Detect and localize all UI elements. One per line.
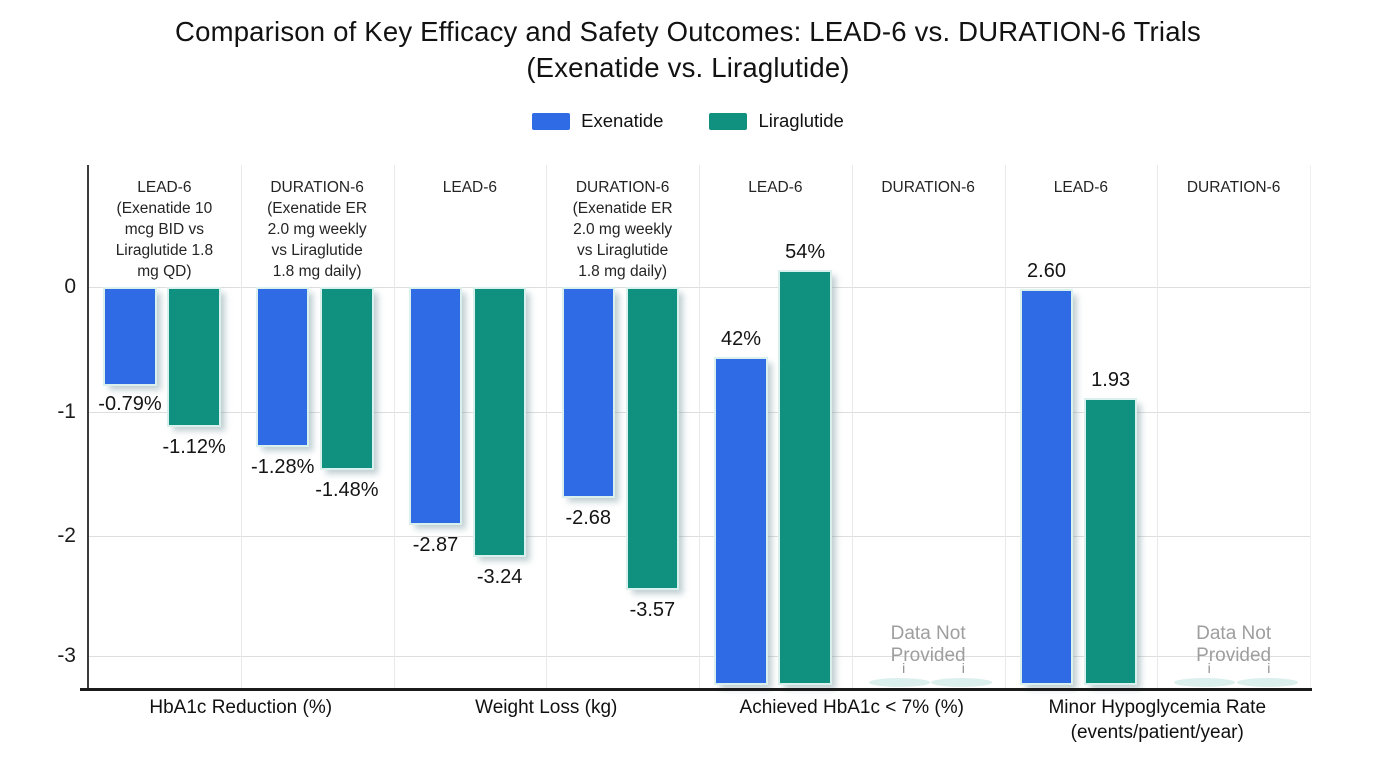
column-header: LEAD-6 xyxy=(748,179,803,196)
column-header: DURATION-6 (Exenatide ER 2.0 mg weekly v… xyxy=(572,179,673,280)
bar-slot-exenatide: -0.79% xyxy=(98,165,162,688)
faded-bar-smudge xyxy=(1174,678,1236,687)
x-label-weight: Weight Loss (kg) xyxy=(475,697,618,718)
faded-bar-smudge xyxy=(868,678,930,687)
x-label-hypoglycemia: Minor Hypoglycemia Rate (events/patient/… xyxy=(1048,697,1267,744)
liraglutide-bar xyxy=(778,270,832,685)
bar-value-label: -1.12% xyxy=(162,436,226,458)
column-separator xyxy=(1310,165,1311,688)
bar-value-label: -1.28% xyxy=(251,456,315,478)
exenatide-bar xyxy=(256,287,310,447)
liraglutide-bar xyxy=(320,287,374,470)
chart-legend: Exenatide Liraglutide xyxy=(0,110,1376,132)
no-data-marker: i xyxy=(902,660,906,676)
no-data-marker: i xyxy=(961,660,965,676)
plot-area: 0 -1 -2 -3 LEAD-6 (Exenatide 10 mcg BID … xyxy=(57,165,1312,691)
exenatide-bar xyxy=(408,287,463,525)
column-header: DURATION-6 xyxy=(1186,179,1281,196)
column-hba1c-lead6: LEAD-6 (Exenatide 10 mcg BID vs Liraglut… xyxy=(88,165,241,691)
x-label-hba1c: HbA1c Reduction (%) xyxy=(149,697,333,718)
x-label-achieved: Achieved HbA1c < 7% (%) xyxy=(739,697,964,718)
column-header: LEAD-6 xyxy=(442,179,498,196)
column-header: LEAD-6 (Exenatide 10 mcg BID vs Liraglut… xyxy=(115,179,214,280)
column-separator xyxy=(1004,165,1006,688)
bar-slot-exenatide: -1.28% xyxy=(251,165,314,688)
no-data-text: Data Not Provided xyxy=(890,623,966,667)
chart-title: Comparison of Key Efficacy and Safety Ou… xyxy=(0,14,1376,87)
column-header: DURATION-6 (Exenatide ER 2.0 mg weekly v… xyxy=(267,179,368,280)
column-separator xyxy=(1157,165,1159,688)
no-data-text: Data Not Provided xyxy=(1196,623,1272,667)
legend-item-liraglutide: Liraglutide xyxy=(709,110,844,132)
bar-slot-liraglutide: -1.12% xyxy=(162,165,226,688)
column-hypoglycemia-duration6: DURATION-6 Data Not Provided i i xyxy=(1157,165,1310,691)
liraglutide-bar xyxy=(472,287,527,557)
bar-slot-liraglutide: -1.48% xyxy=(315,165,379,688)
bar-value-label: 42% xyxy=(720,328,761,350)
column-separator xyxy=(393,165,395,688)
bar-value-label: 2.60 xyxy=(1027,260,1066,282)
liraglutide-bar xyxy=(625,287,680,590)
bar-value-label: -3.57 xyxy=(629,599,676,621)
column-separator xyxy=(240,165,242,688)
exenatide-bar xyxy=(561,287,615,498)
bar-slot-liraglutide: 1.93 xyxy=(1083,165,1138,688)
liraglutide-bar xyxy=(167,287,221,427)
bar-slot-exenatide: 42% xyxy=(714,165,768,688)
column-header: LEAD-6 xyxy=(1053,179,1109,196)
y-tick-neg2: -2 xyxy=(57,524,76,547)
faded-bar-smudge xyxy=(931,678,993,687)
no-data-marker: i xyxy=(1267,660,1271,676)
column-header: DURATION-6 xyxy=(881,179,975,196)
column-achieved-lead6: LEAD-6 42% 54% xyxy=(699,165,852,691)
y-tick-0: 0 xyxy=(64,275,76,298)
column-separator xyxy=(851,165,853,688)
bar-value-label: 54% xyxy=(785,241,826,263)
liraglutide-swatch-icon xyxy=(709,112,748,130)
legend-label-liraglutide: Liraglutide xyxy=(758,110,844,131)
bar-slot-exenatide: -2.87 xyxy=(408,165,463,688)
bar-slot-liraglutide: -3.57 xyxy=(625,165,680,688)
column-separator xyxy=(546,165,548,688)
column-separator xyxy=(699,165,700,688)
legend-item-exenatide: Exenatide xyxy=(532,110,663,132)
bar-value-label: -2.87 xyxy=(412,534,459,556)
x-axis-line xyxy=(80,688,1312,691)
column-weight-duration6: DURATION-6 (Exenatide ER 2.0 mg weekly v… xyxy=(546,165,699,691)
faded-bar-smudge xyxy=(1236,678,1298,687)
column-weight-lead6: LEAD-6 -2.87 -3.24 xyxy=(394,165,547,691)
no-data-marker: i xyxy=(1207,660,1211,676)
y-tick-neg3: -3 xyxy=(57,644,76,667)
liraglutide-bar xyxy=(1083,398,1138,685)
bar-value-label: 1.93 xyxy=(1091,369,1131,391)
bar-value-label: -1.48% xyxy=(315,479,379,501)
column-achieved-duration6: DURATION-6 Data Not Provided i i xyxy=(852,165,1005,691)
x-axis-labels: HbA1c Reduction (%) Weight Loss (kg) Ach… xyxy=(88,695,1310,745)
bar-slot-liraglutide: 54% xyxy=(778,165,832,688)
bar-slot-liraglutide: -3.24 xyxy=(472,165,527,688)
bar-value-label: -3.24 xyxy=(476,566,523,588)
bar-value-label: -0.79% xyxy=(98,393,162,415)
chart-title-line1: Comparison of Key Efficacy and Safety Ou… xyxy=(175,16,1201,47)
exenatide-bar xyxy=(1019,289,1074,685)
column-hba1c-duration6: DURATION-6 (Exenatide ER 2.0 mg weekly v… xyxy=(241,165,394,691)
exenatide-bar xyxy=(103,287,157,386)
y-tick-neg1: -1 xyxy=(57,400,76,423)
bar-value-label: -2.68 xyxy=(565,507,612,529)
chart-title-line2: (Exenatide vs. Liraglutide) xyxy=(526,52,850,84)
bar-slot-exenatide: -2.68 xyxy=(561,165,615,688)
exenatide-swatch-icon xyxy=(532,112,571,130)
y-axis-line xyxy=(87,165,89,691)
column-hypoglycemia-lead6: LEAD-6 2.60 1.93 xyxy=(1005,165,1158,691)
exenatide-bar xyxy=(714,357,768,685)
bar-slot-exenatide: 2.60 xyxy=(1019,165,1074,688)
legend-label-exenatide: Exenatide xyxy=(581,110,664,131)
